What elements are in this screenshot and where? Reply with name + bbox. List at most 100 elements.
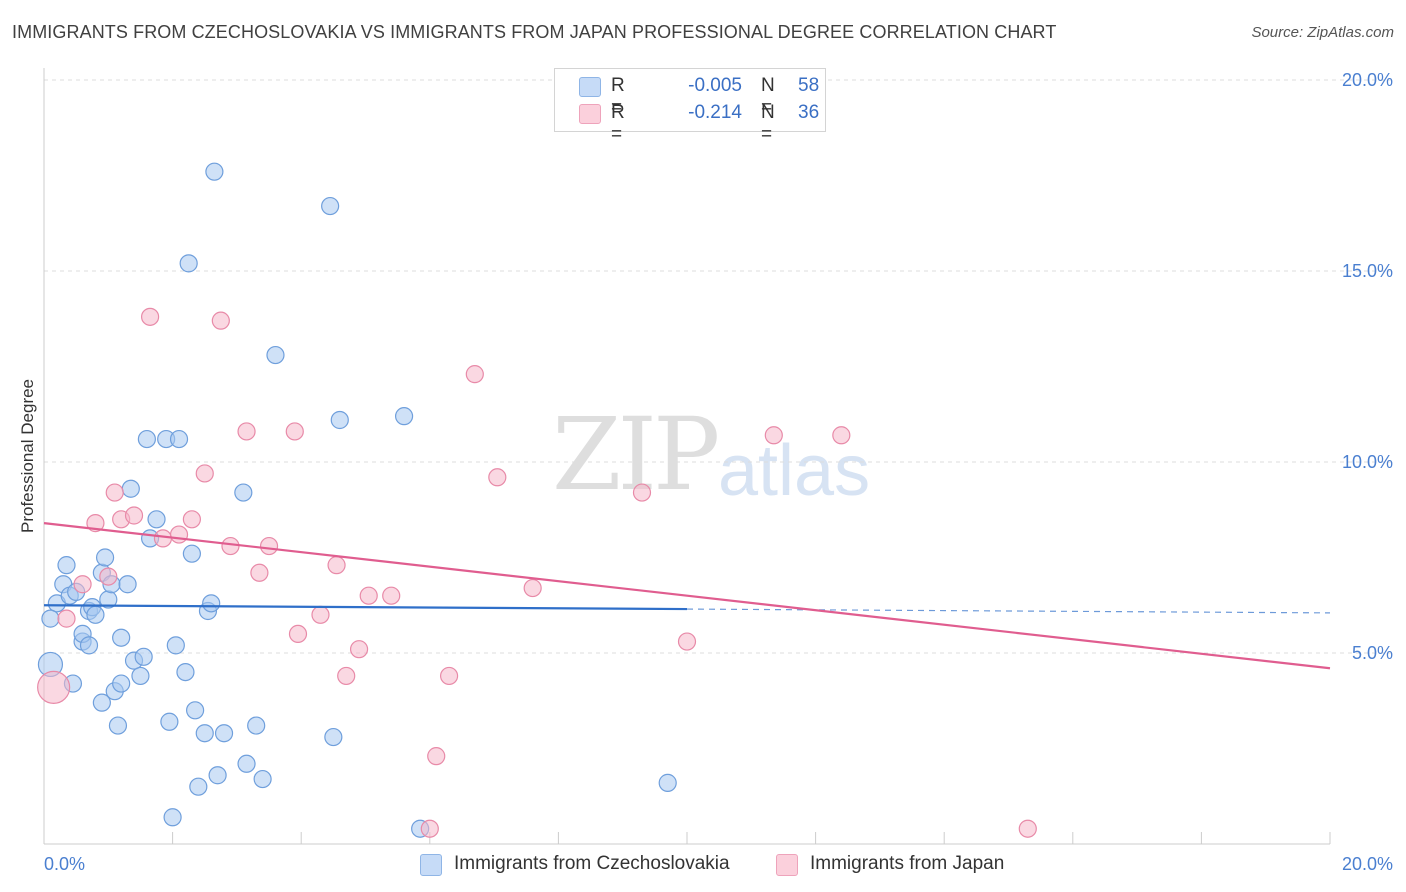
- japan-point: [359, 586, 378, 605]
- japan-trend-line: [43, 522, 1331, 670]
- legend-r-value: -0.214: [688, 102, 742, 123]
- czech-point: [247, 716, 266, 735]
- japan-point: [832, 426, 851, 445]
- y-tick-label: 5.0%: [1352, 643, 1393, 663]
- japan-point: [632, 483, 652, 502]
- japan-point: [382, 586, 401, 605]
- czech-point: [214, 724, 234, 743]
- czech-point: [41, 609, 60, 628]
- czech-point: [160, 712, 179, 731]
- czech-point: [95, 548, 115, 567]
- japan-point: [1018, 819, 1037, 838]
- y-tick-label: 20.0%: [1342, 70, 1393, 90]
- japan-point: [465, 365, 484, 384]
- japan-point: [349, 640, 369, 659]
- x-tick-label: 20.0%: [1342, 854, 1393, 874]
- legend-n-value: 58: [798, 75, 820, 96]
- czech-point: [57, 556, 76, 575]
- japan-point: [105, 483, 124, 502]
- czech-point: [112, 674, 131, 693]
- japan-point: [99, 567, 118, 586]
- japan-point: [124, 506, 144, 525]
- stats-legend: R = -0.005 N = 58 R = -0.214 N = 36: [554, 68, 826, 145]
- czech-point: [186, 701, 205, 720]
- czech-point: [108, 716, 128, 735]
- czech-point: [205, 162, 224, 181]
- japan-point: [259, 536, 279, 556]
- czech-point: [195, 724, 214, 743]
- japan-point: [311, 605, 330, 624]
- czech-point: [169, 429, 189, 449]
- japan-point: [420, 819, 439, 838]
- source-label: Source: ZipAtlas.com: [1251, 24, 1394, 41]
- japan-point: [195, 464, 214, 483]
- czech-point: [321, 196, 340, 216]
- japan-point: [523, 578, 542, 598]
- legend-swatch-japan: [579, 104, 601, 124]
- czech-point: [131, 666, 150, 686]
- japan-point: [169, 525, 189, 544]
- y-tick-label: 10.0%: [1342, 452, 1393, 472]
- czech-point: [266, 345, 285, 365]
- japan-point: [677, 632, 697, 651]
- y-tick-label: 15.0%: [1342, 261, 1393, 281]
- japan-point: [337, 666, 356, 686]
- legend-n-value: 36: [798, 102, 820, 123]
- czech-point: [658, 773, 677, 792]
- japan-point: [288, 624, 308, 644]
- czech-point: [147, 510, 166, 529]
- czech-point: [121, 479, 140, 498]
- legend-r-label: R =: [611, 75, 625, 118]
- japan-point: [221, 536, 240, 556]
- legend-swatch-czech: [579, 77, 601, 97]
- japan-point: [140, 307, 160, 326]
- japan-point: [285, 422, 304, 441]
- czech-point: [137, 429, 156, 449]
- japan-point: [57, 609, 76, 628]
- czech-point: [202, 594, 221, 613]
- japan-point: [327, 556, 346, 575]
- czech-point: [324, 727, 343, 747]
- czech-trend-line: [43, 604, 688, 611]
- czech-point: [253, 769, 272, 789]
- czech-point: [234, 483, 253, 502]
- czech-trend-line-dashed: [686, 608, 1331, 614]
- legend-r-value: -0.005: [688, 75, 742, 96]
- series-swatch-japan: [776, 854, 798, 876]
- czech-point: [79, 636, 99, 655]
- series-label-japan: Immigrants from Japan: [810, 853, 1005, 874]
- series-swatch-czech: [420, 854, 442, 876]
- czech-point: [112, 628, 131, 647]
- czech-point: [237, 754, 256, 773]
- japan-point: [250, 563, 269, 582]
- japan-point: [764, 426, 783, 445]
- czech-point: [166, 636, 185, 655]
- japan-point: [37, 670, 71, 704]
- japan-point: [237, 422, 256, 441]
- czech-point: [330, 410, 349, 430]
- czech-point: [176, 662, 195, 682]
- japan-point: [73, 575, 92, 594]
- czech-point: [92, 693, 111, 712]
- legend-n-label: N =: [761, 75, 775, 118]
- japan-point: [439, 666, 459, 686]
- czech-point: [182, 544, 201, 563]
- japan-point: [488, 468, 507, 487]
- japan-point: [211, 311, 230, 330]
- japan-point: [427, 747, 446, 766]
- czech-point: [208, 766, 227, 785]
- japan-point: [153, 529, 173, 548]
- watermark-atlas: atlas: [718, 431, 871, 511]
- japan-point: [182, 510, 201, 529]
- czech-point: [394, 407, 414, 426]
- series-label-czech: Immigrants from Czechoslovakia: [454, 853, 730, 874]
- chart-title: IMMIGRANTS FROM CZECHOSLOVAKIA VS IMMIGR…: [12, 22, 1057, 42]
- czech-point: [134, 647, 153, 666]
- legend-r-label: R =: [611, 102, 625, 145]
- x-tick-label: 0.0%: [44, 854, 85, 874]
- czech-point: [118, 575, 137, 594]
- czech-point: [179, 254, 198, 273]
- czech-point: [86, 605, 105, 624]
- czech-point: [163, 808, 182, 827]
